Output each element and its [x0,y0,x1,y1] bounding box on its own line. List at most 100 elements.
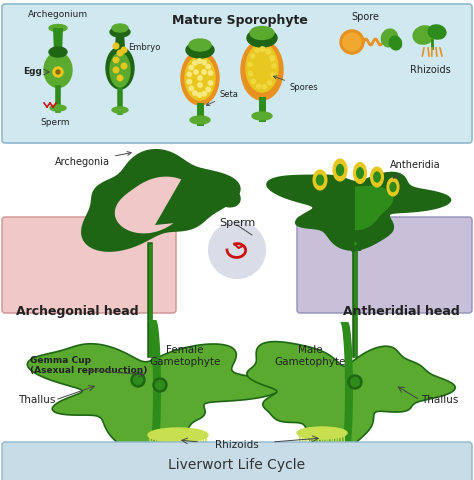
Ellipse shape [186,42,214,58]
Circle shape [194,70,198,74]
Ellipse shape [356,236,361,241]
Circle shape [197,93,202,97]
Circle shape [263,84,266,89]
Circle shape [268,81,272,84]
Text: Rhizoids: Rhizoids [215,440,259,450]
Circle shape [260,73,264,77]
Circle shape [264,65,268,69]
Ellipse shape [358,241,364,245]
Circle shape [113,67,119,73]
Ellipse shape [185,169,213,190]
Circle shape [256,67,260,71]
Text: Archegonium: Archegonium [28,10,88,19]
Circle shape [56,70,60,74]
Ellipse shape [389,36,401,50]
Polygon shape [355,186,393,230]
Ellipse shape [357,168,363,178]
Ellipse shape [387,178,399,196]
Ellipse shape [317,175,323,185]
Circle shape [206,64,210,69]
Circle shape [340,30,364,54]
Circle shape [266,50,271,54]
Ellipse shape [413,26,435,44]
Text: Spore: Spore [351,12,379,22]
Ellipse shape [374,172,380,182]
Ellipse shape [246,44,278,92]
Ellipse shape [352,246,356,252]
Circle shape [348,375,362,389]
Circle shape [187,80,191,84]
Circle shape [202,60,207,64]
Text: Antheridial head: Antheridial head [343,305,460,318]
FancyBboxPatch shape [2,4,472,143]
Circle shape [198,76,202,80]
FancyBboxPatch shape [297,217,472,313]
Circle shape [248,62,252,66]
Circle shape [248,72,253,76]
Text: Egg: Egg [23,68,42,76]
Circle shape [197,59,202,63]
Polygon shape [53,28,63,55]
Circle shape [153,378,167,392]
Text: Rhizoids: Rhizoids [410,65,450,75]
Circle shape [189,86,193,91]
Ellipse shape [112,24,128,32]
Ellipse shape [213,185,240,207]
Ellipse shape [49,47,67,57]
Ellipse shape [112,107,128,113]
Text: Liverwort Life Cycle: Liverwort Life Cycle [168,458,306,472]
Text: Male
Gametophyte: Male Gametophyte [274,345,346,367]
Text: Gemma Cup
(Asexual reproduction): Gemma Cup (Asexual reproduction) [30,356,147,375]
Text: Thallus: Thallus [18,395,55,405]
Circle shape [117,50,123,56]
Polygon shape [148,320,161,460]
Polygon shape [266,172,451,251]
Circle shape [202,70,206,74]
Text: Sperm: Sperm [40,118,70,127]
Text: Embryo: Embryo [128,44,160,52]
Ellipse shape [347,238,353,242]
Ellipse shape [181,51,219,105]
Circle shape [209,222,265,278]
Ellipse shape [250,26,274,39]
Circle shape [343,33,361,51]
Circle shape [256,84,261,88]
Ellipse shape [106,47,134,89]
Text: Thallus: Thallus [420,395,458,405]
Circle shape [198,83,202,87]
Ellipse shape [356,245,361,251]
Circle shape [113,57,119,63]
Ellipse shape [241,40,283,100]
Text: Seta: Seta [206,90,239,106]
Circle shape [260,47,264,51]
Circle shape [53,67,63,77]
Circle shape [255,48,259,52]
FancyBboxPatch shape [2,217,176,313]
Ellipse shape [382,29,398,47]
Ellipse shape [347,243,353,248]
Ellipse shape [190,116,210,124]
Circle shape [350,377,359,386]
Text: Sperm: Sperm [219,218,255,228]
Ellipse shape [428,25,446,39]
Circle shape [271,73,275,77]
Circle shape [251,54,255,58]
Circle shape [271,57,274,61]
Circle shape [121,47,127,53]
Text: Spores: Spores [273,76,319,92]
Circle shape [193,60,197,65]
Ellipse shape [333,159,347,181]
Polygon shape [247,342,455,454]
Ellipse shape [148,428,208,442]
Ellipse shape [252,112,272,120]
Polygon shape [115,32,125,47]
Circle shape [265,49,270,53]
Circle shape [252,80,255,84]
Ellipse shape [352,234,356,240]
Circle shape [187,72,191,76]
Circle shape [268,77,272,81]
Polygon shape [27,344,280,456]
Ellipse shape [337,165,344,176]
Polygon shape [340,322,353,458]
Ellipse shape [110,53,130,87]
